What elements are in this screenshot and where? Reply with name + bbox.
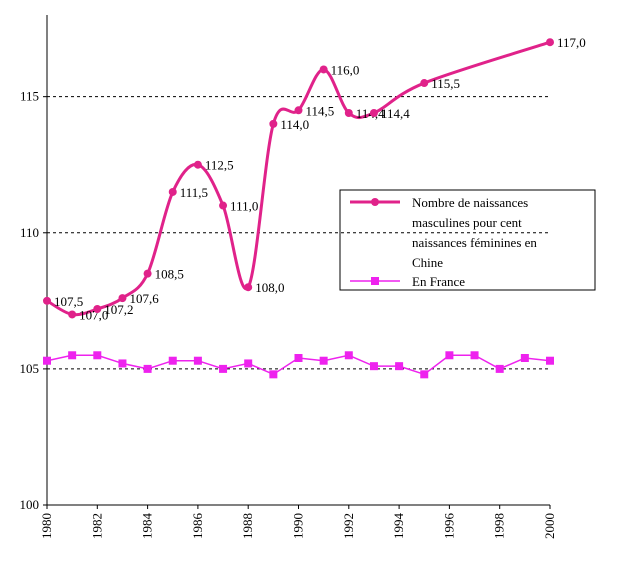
x-tick-label: 1980 bbox=[39, 513, 54, 539]
point bbox=[143, 364, 152, 373]
legend-box bbox=[339, 189, 596, 291]
value-label: 114,0 bbox=[280, 117, 309, 132]
point bbox=[369, 109, 378, 117]
value-label: 114,5 bbox=[306, 103, 335, 118]
point bbox=[319, 65, 328, 74]
point bbox=[193, 356, 202, 365]
value-label: 108,5 bbox=[155, 267, 184, 282]
point bbox=[269, 370, 278, 379]
x-tick-label: 1992 bbox=[341, 513, 356, 539]
x-tick-label: 1996 bbox=[441, 513, 456, 540]
point bbox=[118, 294, 127, 303]
point bbox=[294, 106, 303, 115]
point bbox=[193, 160, 202, 169]
value-label: 116,0 bbox=[331, 62, 360, 77]
point bbox=[219, 364, 228, 373]
point bbox=[294, 354, 303, 362]
x-tick-label: 1994 bbox=[391, 513, 406, 540]
point bbox=[43, 356, 51, 365]
point bbox=[93, 305, 102, 313]
value-label: 111,5 bbox=[180, 185, 208, 200]
point bbox=[319, 356, 328, 365]
point bbox=[43, 296, 51, 305]
value-label: 114,4 bbox=[381, 106, 410, 121]
value-label: 107,5 bbox=[54, 294, 83, 309]
point bbox=[470, 351, 479, 360]
value-label: 107,6 bbox=[129, 291, 159, 306]
legend-label: En France bbox=[412, 274, 465, 289]
y-tick-label: 100 bbox=[20, 497, 40, 512]
point bbox=[68, 351, 77, 360]
point bbox=[68, 310, 77, 319]
point bbox=[168, 356, 177, 365]
point bbox=[344, 109, 353, 117]
y-tick-label: 110 bbox=[20, 225, 39, 240]
x-tick-label: 1990 bbox=[291, 513, 306, 539]
x-tick-label: 1998 bbox=[492, 513, 507, 539]
value-label: 117,0 bbox=[557, 35, 586, 50]
point bbox=[219, 201, 228, 210]
x-tick-label: 1986 bbox=[190, 513, 205, 540]
x-tick-label: 2000 bbox=[542, 513, 557, 539]
value-label: 115,5 bbox=[431, 76, 460, 91]
point bbox=[143, 269, 152, 278]
value-label: 112,5 bbox=[205, 158, 234, 173]
value-label: 107,2 bbox=[104, 302, 133, 317]
value-label: 107,0 bbox=[79, 307, 108, 322]
legend-marker bbox=[371, 198, 379, 206]
point bbox=[118, 359, 127, 368]
legend-label: Nombre de naissances masculines pour cent… bbox=[412, 195, 537, 270]
point bbox=[395, 362, 404, 371]
x-tick-label: 1988 bbox=[240, 513, 255, 539]
point bbox=[520, 354, 529, 362]
point bbox=[93, 351, 102, 360]
point bbox=[244, 283, 253, 292]
point bbox=[546, 356, 554, 365]
y-tick-label: 115 bbox=[20, 89, 39, 104]
legend-marker bbox=[371, 277, 379, 285]
point bbox=[168, 187, 177, 196]
point bbox=[369, 362, 378, 371]
x-tick-label: 1982 bbox=[89, 513, 104, 539]
point bbox=[495, 364, 504, 373]
value-label: 108,0 bbox=[255, 280, 284, 295]
point bbox=[269, 119, 278, 128]
x-tick-label: 1984 bbox=[140, 513, 155, 540]
point bbox=[344, 351, 353, 360]
point bbox=[420, 370, 429, 379]
point bbox=[445, 351, 454, 360]
point bbox=[244, 359, 253, 368]
point bbox=[546, 38, 554, 47]
point bbox=[420, 79, 429, 88]
y-tick-label: 105 bbox=[20, 361, 40, 376]
value-label: 111,0 bbox=[230, 199, 258, 214]
